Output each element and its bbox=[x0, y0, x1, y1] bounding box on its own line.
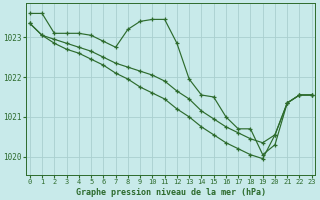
X-axis label: Graphe pression niveau de la mer (hPa): Graphe pression niveau de la mer (hPa) bbox=[76, 188, 266, 197]
